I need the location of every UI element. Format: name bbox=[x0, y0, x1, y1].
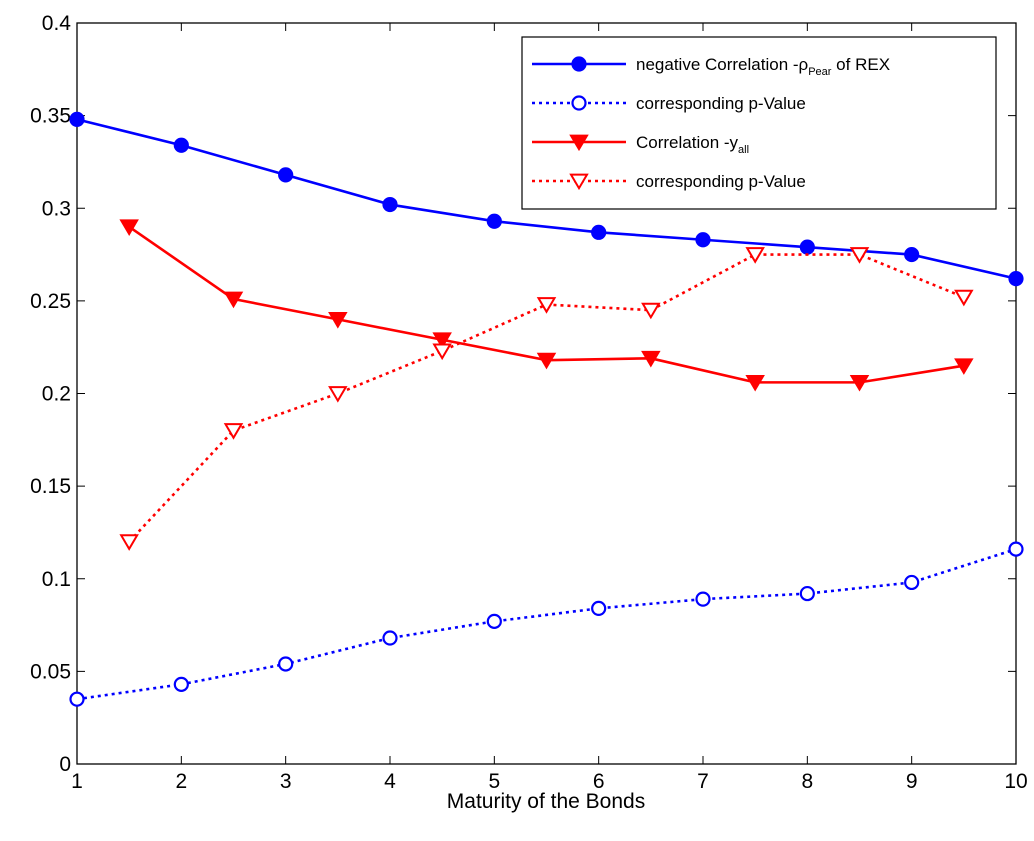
x-tick-label: 5 bbox=[488, 770, 500, 793]
data-point bbox=[641, 302, 661, 320]
data-point bbox=[695, 232, 711, 248]
legend-label-subscript: all bbox=[738, 144, 749, 156]
x-tick-label: 6 bbox=[593, 770, 605, 793]
legend-marker bbox=[569, 134, 589, 152]
y-tick-label: 0.1 bbox=[42, 568, 71, 591]
legend-label-main: Correlation -y bbox=[636, 133, 739, 152]
data-point bbox=[954, 289, 974, 307]
x-tick-label: 7 bbox=[697, 770, 709, 793]
data-point bbox=[799, 585, 815, 602]
y-tick-label: 0.4 bbox=[42, 12, 72, 35]
y-tick-label: 0.15 bbox=[30, 475, 71, 498]
data-point bbox=[119, 219, 139, 236]
legend-label: corresponding p-Value bbox=[636, 94, 806, 113]
legend-entry: Correlation -yall bbox=[532, 133, 749, 156]
data-point bbox=[745, 247, 765, 264]
x-tick-label: 3 bbox=[280, 770, 292, 793]
legend-label-main: corresponding p-Value bbox=[636, 172, 806, 191]
data-point bbox=[223, 423, 244, 440]
legend-label-suffix: of REX bbox=[831, 55, 890, 74]
legend-marker bbox=[571, 95, 587, 111]
x-tick-label: 1 bbox=[71, 770, 83, 793]
y-axis-ticks: 0 0.05 0.1 0.15 0.2 0.25 0.3 0.35 0.4 bbox=[30, 12, 1016, 776]
y-tick-label: 0.35 bbox=[30, 105, 71, 128]
series-2 bbox=[69, 541, 1024, 707]
data-point bbox=[904, 574, 920, 591]
data-point bbox=[745, 374, 765, 392]
legend-label: corresponding p-Value bbox=[636, 172, 806, 191]
data-point bbox=[382, 630, 398, 646]
legend-label: Correlation -yall bbox=[636, 133, 749, 156]
x-tick-label: 8 bbox=[801, 770, 813, 793]
data-point bbox=[278, 656, 294, 672]
data-point bbox=[536, 352, 557, 370]
legend-marker bbox=[571, 56, 587, 72]
legend-box bbox=[521, 36, 997, 210]
data-point bbox=[432, 332, 452, 349]
x-tick-label: 9 bbox=[906, 770, 918, 793]
data-point bbox=[849, 374, 870, 392]
y-tick-label: 0.25 bbox=[30, 290, 71, 313]
data-point bbox=[1008, 541, 1024, 557]
x-tick-label: 4 bbox=[384, 770, 396, 793]
legend: negative Correlation -ρPear of REX corres… bbox=[521, 36, 997, 210]
legend-label: negative Correlation -ρPear of REX bbox=[636, 55, 890, 78]
legend-label-main: negative Correlation -ρ bbox=[636, 55, 808, 74]
legend-label-subscript: Pear bbox=[808, 66, 832, 78]
data-point bbox=[641, 350, 661, 368]
y-tick-label: 0.3 bbox=[42, 197, 71, 220]
legend-entry: corresponding p-Value bbox=[532, 94, 806, 113]
data-point bbox=[695, 591, 711, 607]
data-point bbox=[173, 137, 189, 153]
series-4 bbox=[119, 247, 974, 551]
data-point bbox=[799, 239, 815, 255]
data-point bbox=[328, 386, 348, 403]
data-point bbox=[591, 224, 607, 240]
data-point bbox=[849, 247, 870, 264]
y-tick-label: 0 bbox=[59, 753, 71, 776]
data-point bbox=[278, 167, 294, 183]
y-tick-label: 0.2 bbox=[42, 383, 71, 406]
data-point bbox=[1008, 271, 1024, 287]
data-point bbox=[69, 111, 85, 127]
series-3 bbox=[119, 219, 974, 392]
data-point bbox=[536, 297, 557, 314]
series-line bbox=[76, 547, 1017, 701]
legend-marker bbox=[569, 173, 589, 191]
data-point bbox=[432, 343, 452, 361]
legend-entry: corresponding p-Value bbox=[532, 172, 806, 191]
data-point bbox=[904, 246, 920, 263]
data-point bbox=[382, 196, 398, 213]
legend-label-main: corresponding p-Value bbox=[636, 94, 806, 113]
x-axis-label: Maturity of the Bonds bbox=[447, 790, 645, 813]
data-point bbox=[486, 613, 502, 629]
x-tick-label: 2 bbox=[175, 770, 187, 793]
data-point bbox=[223, 291, 244, 309]
y-tick-label: 0.05 bbox=[30, 660, 71, 683]
x-axis-ticks: 1 2 3 4 5 6 7 8 9 10 bbox=[71, 23, 1028, 793]
data-point bbox=[328, 312, 348, 329]
data-point bbox=[69, 691, 85, 707]
series-layer bbox=[69, 111, 1024, 707]
legend-entry: negative Correlation -ρPear of REX bbox=[532, 55, 890, 78]
data-point bbox=[119, 534, 139, 551]
data-point bbox=[591, 600, 607, 616]
data-point bbox=[173, 676, 189, 692]
data-point bbox=[486, 213, 502, 229]
x-tick-label: 10 bbox=[1004, 770, 1027, 793]
data-point bbox=[954, 358, 974, 375]
